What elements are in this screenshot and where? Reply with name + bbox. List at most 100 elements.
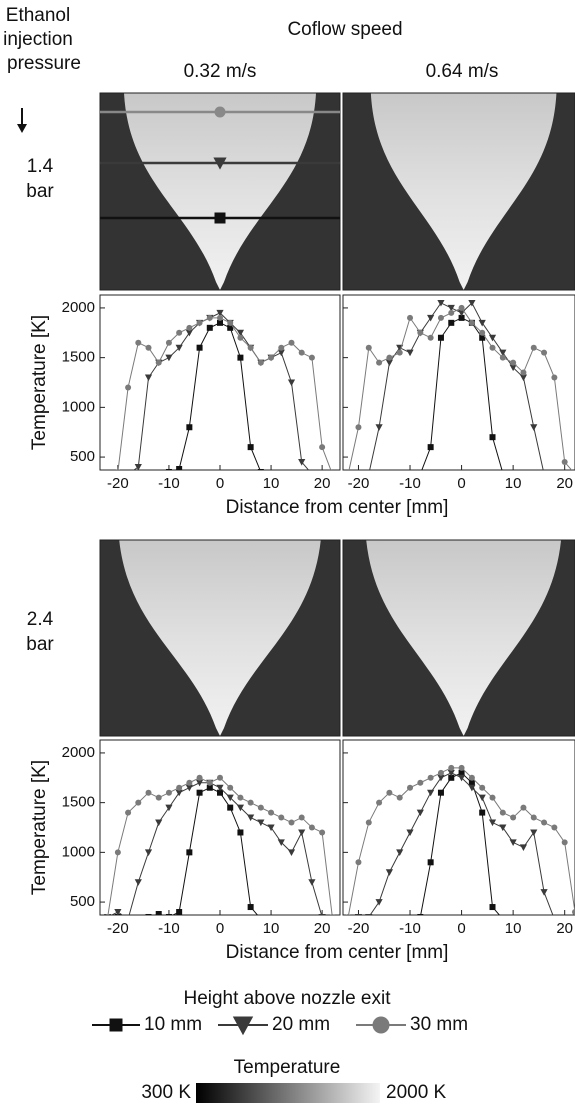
data-point [479,784,486,791]
data-point [196,319,203,326]
data-point [318,913,326,915]
data-point [407,314,414,321]
data-point [530,814,537,821]
data-point [427,789,435,797]
x-tick-label: 0 [457,475,465,492]
data-point [298,829,306,837]
data-point [298,459,306,466]
data-point [448,309,455,316]
data-point [386,789,393,796]
data-point [330,913,335,915]
data-point [376,917,382,923]
data-point [206,314,213,321]
data-point [499,824,507,832]
x-tick-label: -10 [158,475,180,492]
data-point [448,319,455,326]
x-tick-label: -20 [107,475,129,492]
data-point [541,819,548,826]
data-point [530,424,538,431]
data-point [227,319,234,326]
data-point [308,879,316,886]
plot-area [348,299,573,478]
data-point [146,471,152,477]
plot-frame [342,294,575,471]
data-point [427,444,434,451]
colorbar [196,1083,380,1103]
data-point [509,839,517,847]
data-point [227,804,234,811]
data-point [247,904,254,911]
data-point [437,299,445,307]
legend-label: 10 mm [144,1014,202,1035]
data-point [530,344,537,351]
data-point [561,459,568,466]
y-tick-label: 2000 [62,744,95,761]
data-point [247,814,255,822]
data-point [155,819,163,827]
plot-frame [99,739,341,916]
data-point [135,472,141,478]
row-title: injection [3,29,73,50]
data-point [468,784,476,792]
legend-marker [232,1016,254,1036]
data-point [437,334,444,341]
data-point [299,472,305,478]
data-point [376,472,382,478]
data-point [437,314,444,321]
data-point [165,789,172,796]
data-point [551,374,558,381]
data-point [457,774,466,782]
data-point [458,769,465,776]
data-point [115,468,121,470]
data-point [237,354,244,361]
data-point [257,359,264,366]
data-point [268,809,275,816]
data-point [125,384,132,391]
data-point [237,794,244,801]
data-point [186,424,193,431]
x-tick-label: -20 [348,475,370,492]
data-point [175,789,183,797]
data-point [268,354,275,361]
data-point [489,344,496,351]
data-point [145,913,152,915]
data-point [186,779,193,786]
data-point [376,359,383,366]
data-point [257,468,264,470]
data-point [134,464,142,470]
data-point [489,434,496,441]
x-axis-label: Distance from center [mm] [226,497,449,518]
data-point [375,899,383,906]
column-title: Coflow speed [287,19,402,40]
data-point [468,319,475,326]
legend-marker [109,1018,123,1032]
marker [213,157,227,170]
data-point [375,424,383,431]
data-point [186,324,193,331]
data-point [288,339,295,346]
data-point [155,911,162,915]
data-point [247,344,254,351]
data-point [468,779,475,786]
data-point [298,814,305,821]
data-point [479,329,486,336]
x-tick-label: 10 [263,920,280,937]
data-point [287,849,296,856]
row-title: Ethanol [6,5,70,26]
marker [214,212,226,224]
plot-area [104,774,335,915]
data-point [155,469,162,470]
data-point [561,839,568,846]
data-point [185,329,193,337]
data-point [519,844,528,851]
flame-frame [99,539,341,737]
arrow [17,108,27,133]
data-point [175,344,183,352]
data-point [437,789,444,796]
data-point [267,824,275,832]
data-point [217,774,223,781]
data-point [488,334,497,342]
x-axis-label: Distance from center [mm] [226,942,449,963]
y-tick-label: 1500 [62,349,95,366]
data-point [427,859,434,866]
